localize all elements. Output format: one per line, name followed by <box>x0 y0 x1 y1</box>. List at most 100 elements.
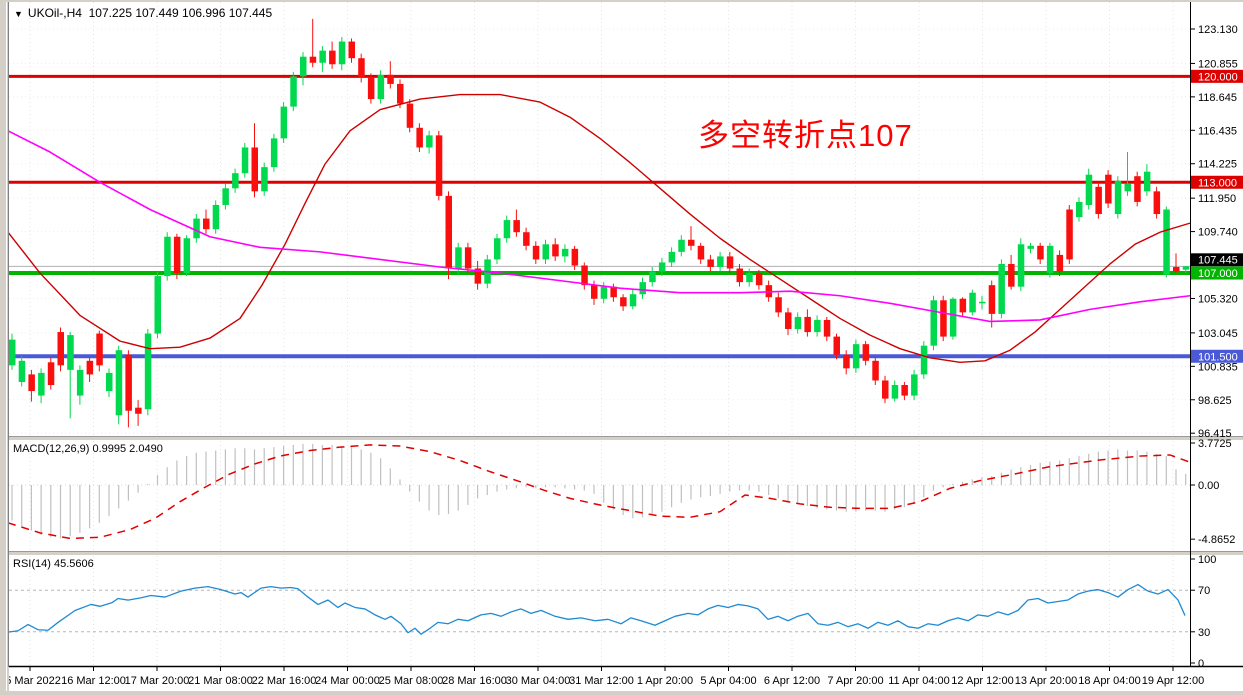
panel-separator[interactable] <box>0 436 1243 441</box>
candle-body <box>1143 171 1151 192</box>
candle-body <box>882 380 889 399</box>
candlestick-series[interactable] <box>9 18 1190 428</box>
time-tick-label: 24 Mar 00:00 <box>315 675 380 687</box>
price-tick-label: 109.740 <box>1198 227 1238 239</box>
candle-body <box>610 286 617 298</box>
candle-body <box>309 56 317 63</box>
rsi-tick-label: 70 <box>1198 585 1210 597</box>
macd-tick-label: 3.7725 <box>1198 438 1232 450</box>
time-tick-label: 15 Mar 2022 <box>0 675 61 687</box>
candle-body <box>67 335 74 370</box>
ma-slow-magenta <box>7 130 1191 323</box>
candle-body <box>455 247 462 269</box>
candle-body <box>28 374 35 392</box>
candle-body <box>47 362 55 386</box>
candle-body <box>600 286 608 299</box>
candle-body <box>1046 245 1054 274</box>
candle-body <box>1095 186 1102 215</box>
candle-body <box>901 385 908 396</box>
candle-body <box>86 360 94 375</box>
candle-body <box>620 297 627 307</box>
candle-body <box>814 319 821 333</box>
candle-body <box>445 195 452 269</box>
candle-body <box>979 301 986 304</box>
candle-body <box>9 339 16 366</box>
candle-body <box>115 350 123 416</box>
candle-body <box>1134 176 1141 202</box>
candle-body <box>911 374 918 396</box>
macd-signal-line <box>7 444 1191 540</box>
candle-body <box>144 333 152 410</box>
time-tick-label: 21 Mar 08:00 <box>188 675 253 687</box>
candle-body <box>804 316 811 333</box>
candle-body <box>920 345 928 375</box>
candle-body <box>988 285 996 314</box>
candle-body <box>193 218 200 239</box>
candle-body <box>183 238 191 274</box>
candle-body <box>212 204 220 230</box>
candle-body <box>591 285 598 299</box>
candle-body <box>358 58 365 78</box>
price-tick-label: 98.625 <box>1198 395 1232 407</box>
price-tick-label: 120.855 <box>1198 58 1238 70</box>
candle-body <box>1017 244 1025 287</box>
candle-body <box>232 173 239 189</box>
candle-body <box>503 220 511 239</box>
rsi-tick-label: 100 <box>1198 554 1216 566</box>
candle-body <box>668 251 676 263</box>
candle-body <box>1056 254 1064 272</box>
candle-body <box>1182 266 1190 270</box>
candle-body <box>319 50 326 63</box>
price-level-label: 113.000 <box>1198 177 1237 189</box>
candle-body <box>755 273 763 286</box>
candle-body <box>397 83 404 104</box>
candle-body <box>203 218 210 230</box>
rsi-line <box>7 583 1186 635</box>
time-tick-label: 17 Mar 20:00 <box>125 675 190 687</box>
candle-body <box>1124 183 1131 192</box>
candle-body <box>736 268 743 283</box>
price-level-label: 107.000 <box>1198 268 1238 280</box>
candle-body <box>639 282 646 295</box>
candle-body <box>154 276 161 334</box>
candle-body <box>1027 245 1034 249</box>
candle-body <box>435 135 443 196</box>
candle-body <box>658 262 666 272</box>
rsi-panel-bg <box>9 556 1243 666</box>
candle-body <box>164 236 171 277</box>
candle-body <box>494 238 501 260</box>
left-chrome <box>0 0 9 695</box>
candle-body <box>261 167 268 192</box>
macd-tick-label: 0.00 <box>1198 480 1219 492</box>
time-tick-label: 22 Mar 16:00 <box>252 675 317 687</box>
candle-body <box>959 298 967 313</box>
candle-body <box>135 407 142 414</box>
candle-body <box>571 248 579 266</box>
candle-body <box>329 50 336 65</box>
candle-body <box>794 316 802 330</box>
price-tick-label: 100.835 <box>1198 361 1238 373</box>
candle-body <box>38 372 45 396</box>
panel-separator[interactable] <box>0 551 1243 556</box>
price-tick-label: 103.045 <box>1198 328 1238 340</box>
price-level-label: 101.500 <box>1198 351 1238 363</box>
candle-body <box>290 76 297 107</box>
bottom-chrome <box>0 691 1243 695</box>
candle-body <box>930 300 937 346</box>
candle-body <box>688 239 695 246</box>
candle-body <box>746 273 753 283</box>
candle-body <box>1163 209 1170 275</box>
time-tick-label: 25 Mar 08:00 <box>379 675 444 687</box>
candle-body <box>843 354 850 369</box>
candle-body <box>678 239 685 252</box>
candle-body <box>18 360 26 382</box>
price-level-box <box>1191 175 1243 189</box>
candle-body <box>785 312 792 330</box>
candle-body <box>629 294 637 307</box>
price-tick-label: 116.435 <box>1198 125 1237 137</box>
time-tick-label: 19 Apr 12:00 <box>1142 675 1204 687</box>
price-tick-label: 118.645 <box>1198 92 1237 104</box>
candle-body <box>513 220 520 233</box>
candle-body <box>552 244 559 257</box>
